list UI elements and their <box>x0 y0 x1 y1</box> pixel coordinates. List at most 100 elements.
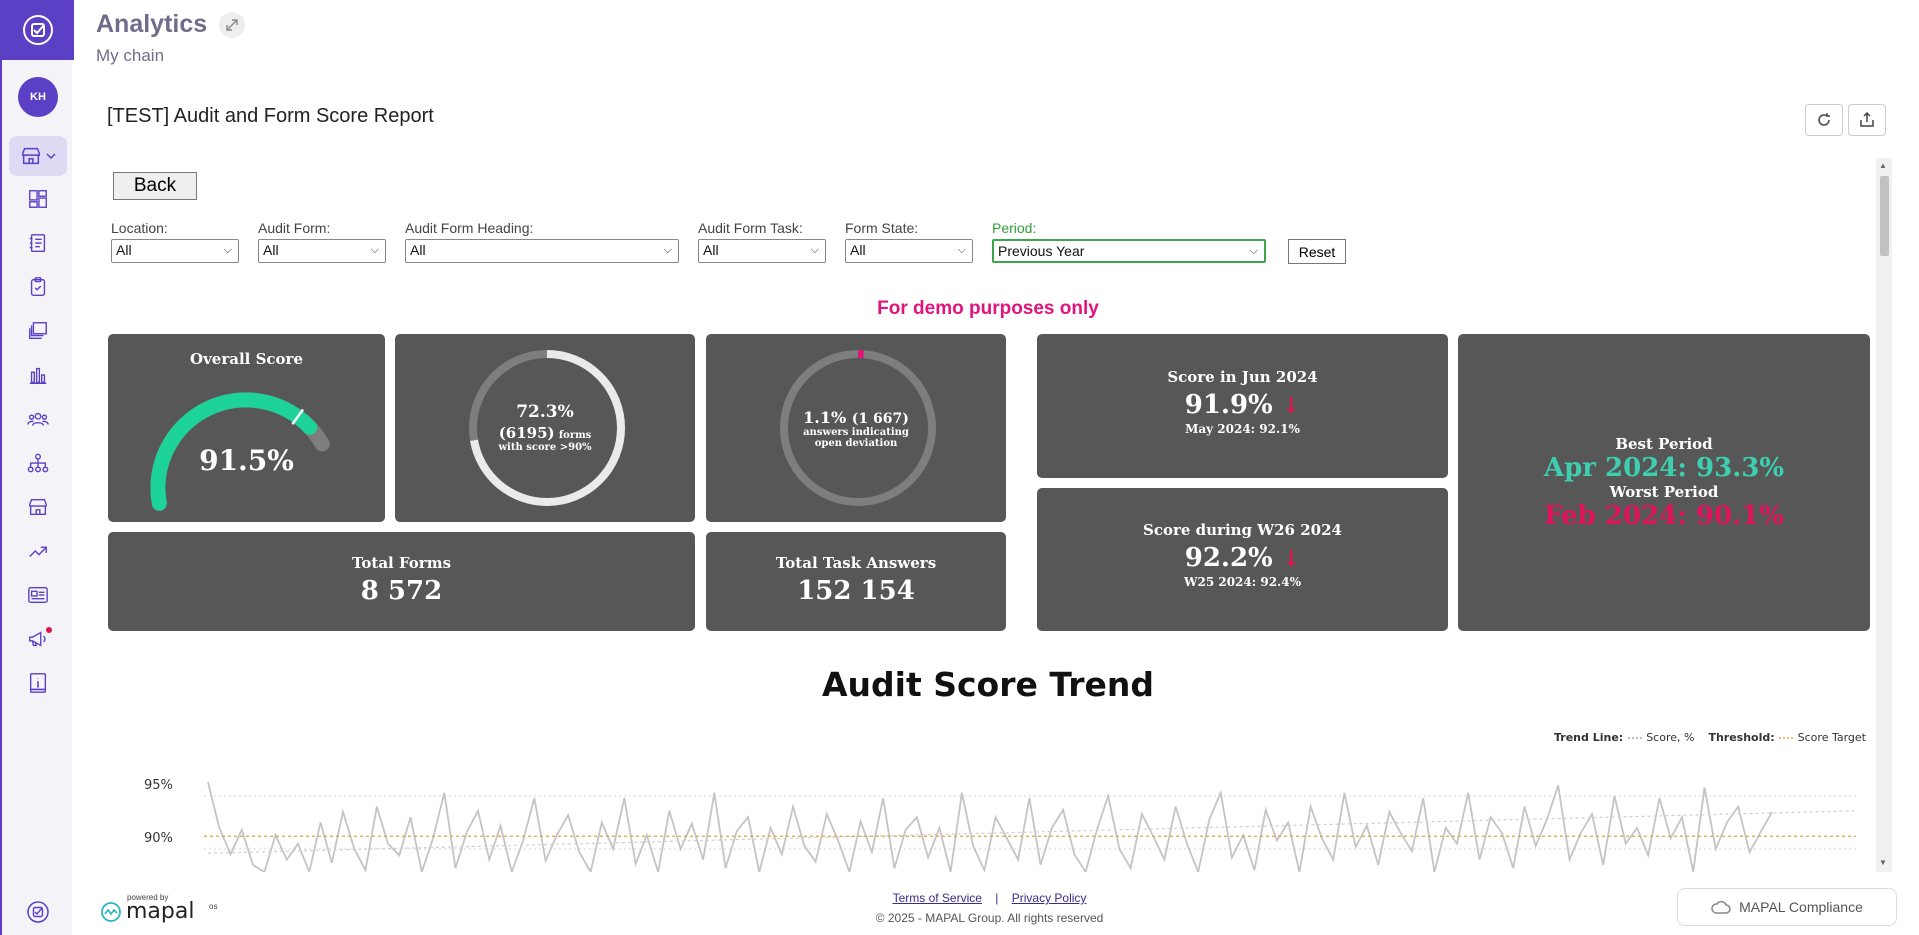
audit-form-select[interactable]: All ⌵ <box>258 239 386 263</box>
open-deviation-card: 1.1% (1 667) answers indicating open dev… <box>706 334 1006 522</box>
form-state-select[interactable]: All ⌵ <box>845 239 973 263</box>
y-tick-90: 90% <box>144 831 173 846</box>
deviation-text: 1.1% (1 667) answers indicating open dev… <box>706 408 1006 449</box>
reset-button[interactable]: Reset <box>1288 239 1346 264</box>
month-score-value: 91.9% <box>1184 390 1273 420</box>
nav-analytics[interactable] <box>26 363 50 387</box>
nav-announcements[interactable] <box>26 627 52 651</box>
best-period-value: Apr 2024: 93.3% <box>1543 453 1785 483</box>
nav-dashboard[interactable] <box>26 187 50 211</box>
chevron-down-icon: ⌵ <box>957 244 966 256</box>
score-series-line <box>207 781 1773 872</box>
deviation-count: (1 667) <box>851 411 909 427</box>
high-score-ring <box>469 350 625 506</box>
info-book-icon <box>29 673 47 693</box>
nav-hierarchy[interactable] <box>26 451 50 475</box>
total-answers-card: Total Task Answers 152 154 <box>706 532 1006 631</box>
back-button[interactable]: Back <box>113 172 197 200</box>
notification-dot <box>46 627 52 633</box>
nav-documents[interactable] <box>26 319 50 343</box>
period-select[interactable]: Previous Year ⌵ <box>992 239 1266 263</box>
deviation-ring <box>780 350 936 506</box>
select-value: All <box>410 242 426 258</box>
legend-target-name: Score Target <box>1797 731 1866 744</box>
deviation-line2: open deviation <box>814 438 898 449</box>
expand-button[interactable] <box>219 12 245 38</box>
select-value: All <box>703 242 719 258</box>
month-previous: May 2024: 92.1% <box>1185 422 1300 436</box>
legend-group-trend: Trend Line: <box>1554 731 1624 744</box>
worst-period-value: Feb 2024: 90.1% <box>1544 501 1784 531</box>
legend-trend-swatch <box>1627 737 1642 739</box>
chart-legend: Trend Line: Score, % Threshold: Score Ta… <box>1554 731 1866 744</box>
gauge-fill <box>150 392 318 511</box>
overall-score-value: 91.5% <box>199 444 294 477</box>
users-icon <box>27 412 49 426</box>
overall-score-card: Overall Score 91.5% <box>108 334 385 522</box>
location-switcher[interactable] <box>9 136 67 176</box>
week-score-card: Score during W26 2024 92.2% ↓ W25 2024: … <box>1037 488 1448 631</box>
refresh-button[interactable] <box>1805 104 1843 136</box>
export-button[interactable] <box>1848 104 1886 136</box>
shop-icon <box>29 498 47 516</box>
filter-form-state: Form State: All ⌵ <box>845 220 973 263</box>
compliance-button[interactable]: MAPAL Compliance <box>1677 888 1897 926</box>
store-icon <box>22 147 40 165</box>
nav-trends[interactable] <box>26 539 50 563</box>
nav-logbook[interactable] <box>26 231 50 255</box>
total-forms-card: Total Forms 8 572 <box>108 532 695 631</box>
nav-locations[interactable] <box>26 495 50 519</box>
total-forms-label: Total Forms <box>351 554 452 572</box>
scroll-down-icon[interactable]: ▼ <box>1879 858 1887 867</box>
page-title: Analytics <box>96 10 208 38</box>
scroll-up-icon[interactable]: ▲ <box>1879 161 1887 170</box>
arrow-down-icon: ↓ <box>1281 393 1301 419</box>
footer-separator: | <box>995 891 999 905</box>
powered-by-text: powered by <box>127 893 169 902</box>
chevron-down-icon: ⌵ <box>1249 245 1258 257</box>
compliance-label: MAPAL Compliance <box>1739 899 1863 915</box>
arrow-down-icon: ↓ <box>1281 546 1301 572</box>
high-score-caption: with score >90% <box>498 442 592 453</box>
page-subtitle: My chain <box>96 46 165 65</box>
nav-checklists[interactable] <box>26 275 50 299</box>
chevron-down-icon: ⌵ <box>810 244 819 256</box>
overall-score-label: Overall Score <box>190 350 303 368</box>
location-select[interactable]: All ⌵ <box>111 239 239 263</box>
chevron-down-icon: ⌵ <box>663 244 672 256</box>
total-forms-value: 8 572 <box>360 576 443 606</box>
app-logo[interactable] <box>2 0 74 60</box>
audit-form-heading-select[interactable]: All ⌵ <box>405 239 679 263</box>
scroll-thumb[interactable] <box>1880 176 1889 256</box>
refresh-icon <box>1818 113 1830 126</box>
filter-label: Form State: <box>845 220 919 236</box>
nav-info[interactable] <box>26 671 50 695</box>
audit-form-task-select[interactable]: All ⌵ <box>698 239 826 263</box>
filter-period: Period: Previous Year ⌵ <box>992 220 1266 263</box>
select-value: Previous Year <box>998 243 1085 259</box>
chevron-down-icon: ⌵ <box>223 244 232 256</box>
filter-label: Audit Form Task: <box>698 220 803 236</box>
terms-link[interactable]: Terms of Service <box>892 891 982 905</box>
brand-suffix: os <box>209 902 218 911</box>
chart-title: Audit Score Trend <box>821 665 1155 704</box>
privacy-link[interactable]: Privacy Policy <box>1011 891 1087 905</box>
report-frame: Back Location: All ⌵ Audit Form: All ⌵ Aud… <box>96 158 1884 872</box>
overall-score-gauge <box>150 392 330 511</box>
select-value: All <box>263 242 279 258</box>
nav-news[interactable] <box>26 583 50 607</box>
select-value: All <box>850 242 866 258</box>
nav-people[interactable] <box>26 407 50 431</box>
legend-group-threshold: Threshold: <box>1708 731 1775 744</box>
user-avatar[interactable]: KH <box>18 77 58 117</box>
filter-location: Location: All ⌵ <box>111 220 239 263</box>
report-scrollbar[interactable]: ▲ ▼ <box>1876 158 1892 872</box>
week-previous: W25 2024: 92.4% <box>1184 575 1301 589</box>
legend-target-swatch <box>1779 737 1794 739</box>
deviation-line1: answers indicating <box>803 427 909 438</box>
newspaper-icon <box>28 586 48 604</box>
megaphone-icon <box>29 631 46 647</box>
demo-notice: For demo purposes only <box>877 298 1099 319</box>
trend-chart <box>204 781 1857 872</box>
nav-compliance[interactable] <box>26 900 50 924</box>
